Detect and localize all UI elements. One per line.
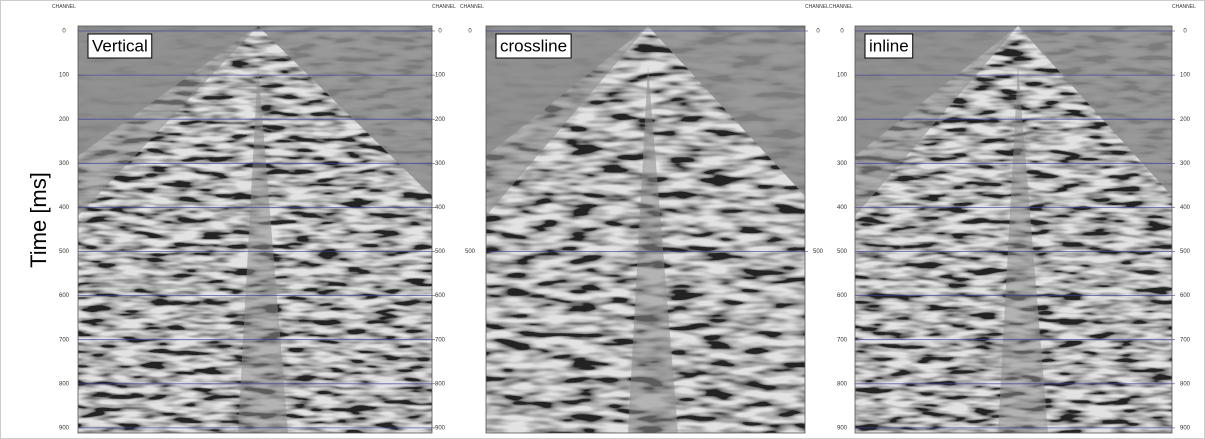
- channel-header: CHANNEL: [805, 4, 829, 10]
- tick-label: 0: [816, 29, 820, 35]
- tick-label: 0: [438, 29, 442, 35]
- tick-label: 800: [837, 381, 848, 387]
- tick-label: 400: [59, 205, 70, 211]
- tick-label: 900: [435, 425, 446, 431]
- tick-label: 700: [837, 337, 848, 343]
- panel-label: Vertical: [92, 36, 148, 55]
- tick-label: 900: [837, 425, 848, 431]
- panel-label: crossline: [500, 36, 567, 55]
- tick-label: 0: [468, 29, 472, 35]
- tick-label: 100: [1180, 73, 1191, 79]
- panel: crossline CHANNEL CHANNEL 0 500 0 500: [460, 4, 829, 433]
- tick-label: 500: [837, 249, 848, 255]
- tick-label: 0: [62, 29, 66, 35]
- tick-label: 900: [59, 425, 70, 431]
- y-axis-label: Time [ms]: [26, 172, 51, 268]
- tick-label: 500: [465, 249, 476, 255]
- tick-label: 600: [59, 293, 70, 299]
- tick-label: 200: [837, 117, 848, 123]
- tick-label: 300: [435, 161, 446, 167]
- channel-header: CHANNEL: [52, 4, 76, 10]
- channel-header: CHANNEL: [1172, 4, 1196, 10]
- panel: inline CHANNEL CHANNEL 0 100 200 300 400 500 600 7…: [829, 4, 1196, 433]
- tick-label: 100: [435, 73, 446, 79]
- tick-label: 900: [1180, 425, 1191, 431]
- tick-label: 600: [837, 293, 848, 299]
- tick-label: 400: [837, 205, 848, 211]
- tick-label: 800: [435, 381, 446, 387]
- tick-label: 100: [59, 73, 70, 79]
- tick-label: 200: [59, 117, 70, 123]
- tick-label: 800: [59, 381, 70, 387]
- tick-label: 800: [1180, 381, 1191, 387]
- tick-label: 300: [837, 161, 848, 167]
- tick-label: 0: [1183, 29, 1187, 35]
- tick-label: 100: [837, 73, 848, 79]
- figure: Time [ms] VerticalCHANNELCHANNEL01002003…: [0, 0, 1205, 439]
- tick-label: 600: [435, 293, 446, 299]
- seismic-image: [855, 26, 1172, 433]
- tick-label: 400: [435, 205, 446, 211]
- tick-label: 500: [1180, 249, 1191, 255]
- tick-label: 400: [1180, 205, 1191, 211]
- tick-label: 700: [1180, 337, 1191, 343]
- tick-label: 0: [840, 29, 844, 35]
- seismic-image: [486, 26, 805, 433]
- channel-header: CHANNEL: [460, 4, 484, 10]
- tick-label: 600: [1180, 293, 1191, 299]
- panel-label: inline: [869, 36, 909, 55]
- panel: Vertical CHANNEL CHANNEL 0 100 200 300 400 500 60…: [52, 4, 456, 433]
- tick-label: 300: [1180, 161, 1191, 167]
- tick-label: 500: [59, 249, 70, 255]
- channel-header: CHANNEL: [829, 4, 853, 10]
- tick-label: 700: [59, 337, 70, 343]
- tick-label: 700: [435, 337, 446, 343]
- tick-label: 300: [59, 161, 70, 167]
- seismic-image: [78, 26, 432, 433]
- tick-label: 200: [435, 117, 446, 123]
- tick-label: 200: [1180, 117, 1191, 123]
- tick-label: 500: [813, 249, 824, 255]
- tick-label: 500: [435, 249, 446, 255]
- channel-header: CHANNEL: [432, 4, 456, 10]
